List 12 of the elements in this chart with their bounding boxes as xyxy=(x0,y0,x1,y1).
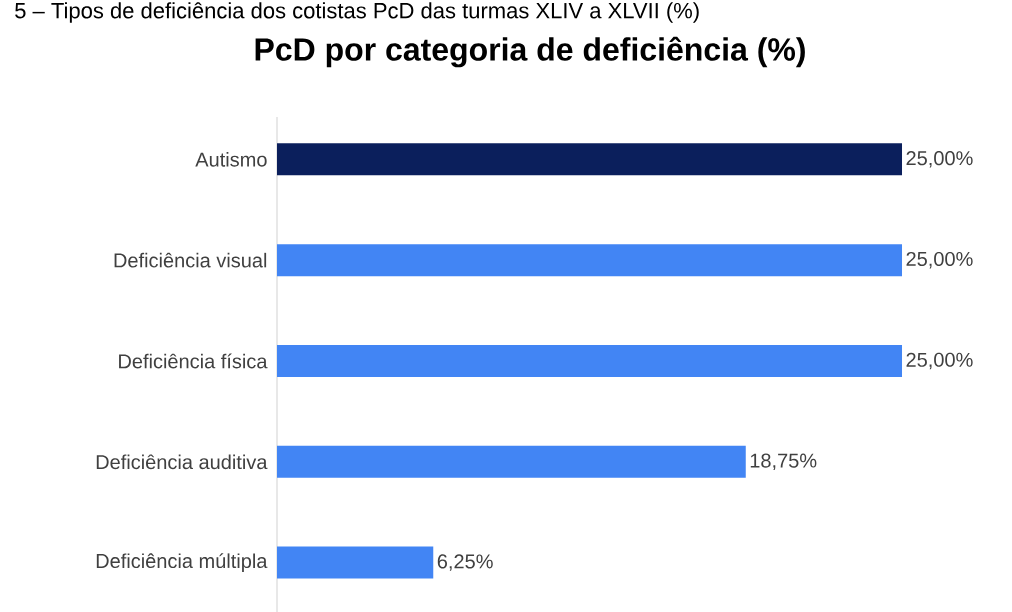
data-label: 25,00% xyxy=(906,352,973,370)
data-label: 18,75% xyxy=(750,453,817,471)
y-tick-label: Deficiência física xyxy=(119,353,268,369)
data-label: 25,00% xyxy=(906,251,973,269)
y-tick-label: Deficiência auditiva xyxy=(96,454,268,470)
data-label: 6,25% xyxy=(437,554,493,571)
y-tick-label: Autismo xyxy=(195,151,267,167)
y-tick-label: Deficiência múltipla xyxy=(96,553,268,573)
chart-subtitle: 5 – Tipos de deficiência dos cotistas PcD das turmas XLIV a XLVII (%) xyxy=(15,2,699,23)
data-label: 25,00% xyxy=(906,151,973,168)
y-tick-label: Deficiência visual xyxy=(114,252,267,268)
chart-title: PcD por categoria de deficiência (%) xyxy=(255,36,805,68)
